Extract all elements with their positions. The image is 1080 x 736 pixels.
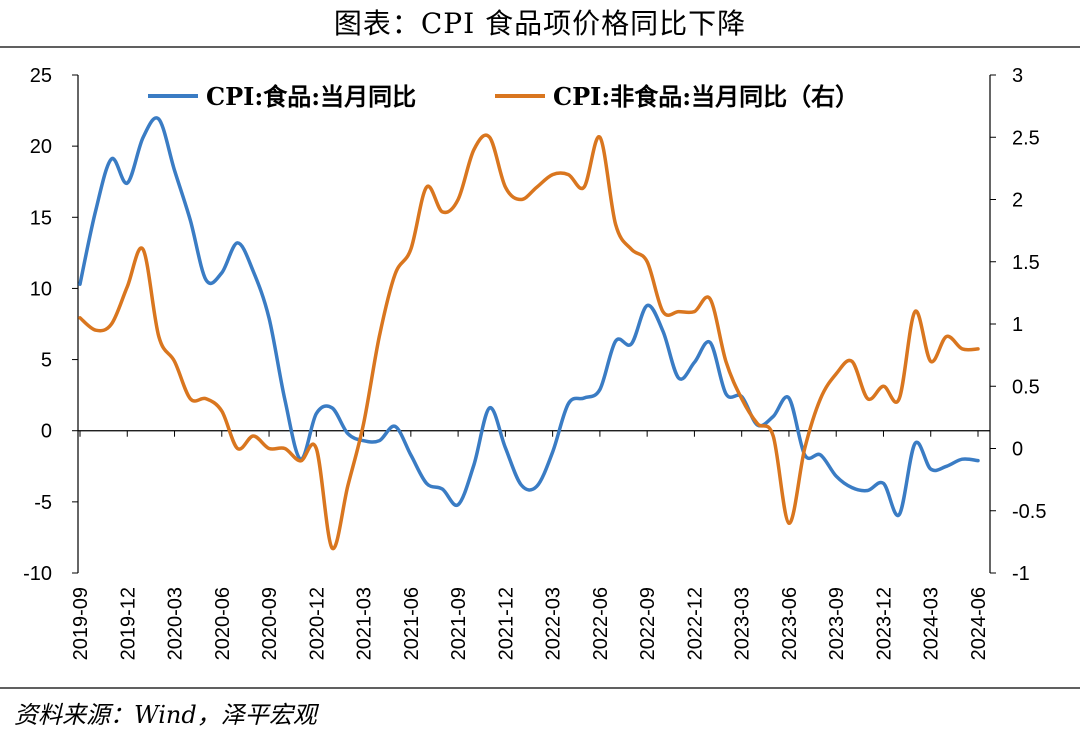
x-tick-label: 2020-06: [212, 587, 234, 660]
y-right-tick-label: -0.5: [1012, 501, 1046, 523]
series-line-food: [78, 116, 980, 518]
chart-title: 图表：CPI 食品项价格同比下降: [333, 7, 747, 40]
x-tick-label: 2021-09: [448, 587, 470, 660]
x-tick-label: 2021-12: [495, 587, 517, 660]
y-left-tick-label: -10: [23, 563, 52, 585]
line-chart: -10 -5 0 5 10 15 20 25 -1 -0.5 0 0.5 1 1.5 2 2.5 3 2019-0…: [0, 46, 1080, 689]
y-right-tick-label: 0: [1012, 439, 1023, 461]
x-tick-label: 2022-03: [543, 587, 565, 660]
y-left-tick-label: 10: [30, 278, 52, 300]
x-tick-label: 2021-03: [354, 587, 376, 660]
x-tick-label: 2019-09: [70, 587, 92, 660]
legend-label-nonfood: CPI:非食品:当月同比（右）: [553, 82, 859, 111]
y-right-tick-label: 2: [1012, 190, 1023, 212]
source-note: 资料来源：Wind，泽平宏观: [14, 701, 317, 729]
y-right-tick-label: 1.5: [1012, 252, 1040, 274]
series-line-nonfood: [78, 133, 980, 551]
x-tick-label: 2020-09: [259, 587, 281, 660]
y-right-tick-label: 0.5: [1012, 376, 1040, 398]
x-tick-label: 2022-12: [684, 587, 706, 660]
x-tick-label: 2023-09: [826, 587, 848, 660]
y-left-tick-label: 20: [30, 136, 52, 158]
x-tick-label: 2024-06: [968, 587, 990, 660]
x-tick-label: 2022-09: [637, 587, 659, 660]
x-tick-label: 2021-06: [401, 587, 423, 660]
x-tick-label: 2023-03: [732, 587, 754, 660]
y-left-tick-label: -5: [34, 492, 52, 514]
y-right-tick-label: -1: [1012, 563, 1030, 585]
x-tick-label: 2024-03: [921, 587, 943, 660]
x-tick-label: 2020-03: [165, 587, 187, 660]
axes: -10 -5 0 5 10 15 20 25 -1 -0.5 0 0.5 1 1.5 2 2.5 3 2019-0…: [23, 65, 1046, 660]
y-left-tick-label: 15: [30, 207, 52, 229]
y-right-tick-label: 3: [1012, 65, 1023, 87]
legend: CPI:食品:当月同比 CPI:非食品:当月同比（右）: [148, 82, 859, 111]
x-tick-label: 2020-12: [306, 587, 328, 660]
series-layer: [78, 116, 980, 551]
x-tick-label: 2022-06: [590, 587, 612, 660]
y-right-tick-label: 2.5: [1012, 127, 1040, 149]
x-tick-label: 2019-12: [117, 587, 139, 660]
x-tick-label: 2023-12: [873, 587, 895, 660]
legend-label-food: CPI:食品:当月同比: [206, 82, 416, 111]
y-left-tick-label: 0: [41, 421, 52, 443]
y-left-tick-label: 5: [41, 350, 52, 372]
y-right-tick-label: 1: [1012, 314, 1023, 336]
x-tick-label: 2023-06: [779, 587, 801, 660]
y-left-tick-label: 25: [30, 65, 52, 87]
